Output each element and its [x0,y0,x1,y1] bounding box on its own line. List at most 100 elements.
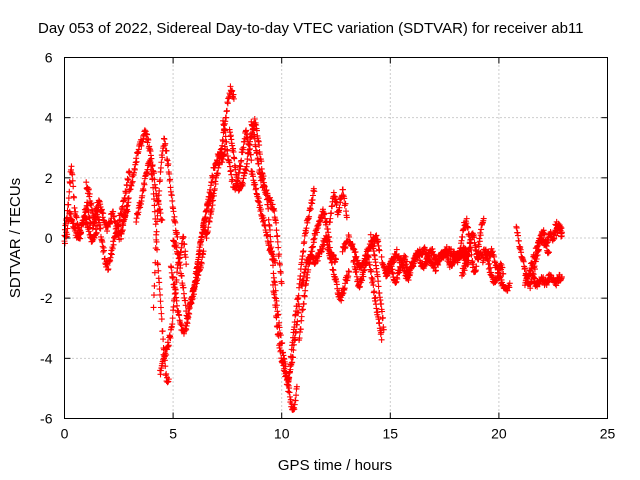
data-point [100,210,107,217]
data-point [468,251,475,258]
x-tick-labels: 0 5 10 15 20 25 [61,426,616,442]
data-point [289,334,296,341]
data-point [274,238,281,245]
data-point [288,354,295,361]
axis-ticks [64,57,608,419]
data-point [157,291,164,298]
series-14 [226,116,268,194]
data-point [150,190,157,197]
data-point [287,363,294,370]
data-point [553,232,560,239]
data-point [169,315,176,322]
data-point [500,270,507,277]
data-point [73,214,80,221]
data-point [306,213,313,220]
data-point [231,155,238,162]
data-point [288,400,295,407]
data-point [208,179,215,186]
x-axis-label: GPS time / hours [278,457,392,474]
data-point [99,243,106,250]
data-point [240,180,247,187]
data-point [68,163,75,170]
data-point [244,156,251,163]
data-point [69,177,76,184]
data-point [465,224,472,231]
data-point [264,232,271,239]
data-point [140,187,147,194]
data-point [461,267,468,274]
data-point [230,95,237,102]
series-19 [285,185,318,395]
data-point [318,248,325,255]
data-point [403,258,410,265]
data-point [291,324,298,331]
data-point [375,283,382,290]
data-point [92,213,99,220]
data-point [558,229,565,236]
data-point [370,282,377,289]
data-point [267,238,274,245]
data-point [302,287,309,294]
data-point [486,260,493,267]
data-point [150,184,157,191]
data-point [497,260,504,267]
y-tick-label: 2 [45,170,53,186]
data-point [338,297,345,304]
data-point [259,176,266,183]
data-point [402,253,409,260]
data-point [156,286,163,293]
data-point [145,136,152,143]
data-point [341,195,348,202]
data-point [202,214,209,221]
data-point [380,326,387,333]
data-point [182,302,189,309]
data-point [174,233,181,240]
data-point [506,280,513,287]
data-point [343,214,350,221]
data-point [144,131,151,138]
data-point [155,267,162,274]
data-point [460,271,467,278]
series-2 [61,208,101,247]
data-point [243,127,250,134]
y-tick-label: -4 [40,350,53,366]
data-point [113,223,120,230]
data-point [219,142,226,149]
data-point [524,279,531,286]
data-point [151,269,158,276]
data-point [475,243,482,250]
data-point [154,218,161,225]
data-point [276,261,283,268]
data-point [270,262,277,269]
data-point [485,265,492,272]
data-point [286,393,293,400]
data-point [223,138,230,145]
data-point [176,259,183,266]
data-point [222,127,229,134]
series-26 [367,231,387,333]
data-point [170,274,177,281]
data-point [313,229,320,236]
data-point [229,87,236,94]
data-point [303,225,310,232]
data-point [287,396,294,403]
data-point [265,205,272,212]
data-point [156,279,163,286]
data-point [293,392,300,399]
data-point [300,300,307,307]
data-point [336,204,343,211]
series-28 [382,243,472,284]
data-point [544,279,551,286]
data-point [168,192,175,199]
data-point [532,252,539,259]
data-point [183,261,190,268]
data-point [451,248,458,255]
data-point [299,306,306,313]
data-point [193,271,200,278]
data-point [159,154,166,161]
data-point [251,116,258,123]
data-point [345,273,352,280]
data-point [470,261,477,268]
data-point [157,164,164,171]
data-point [210,192,217,199]
